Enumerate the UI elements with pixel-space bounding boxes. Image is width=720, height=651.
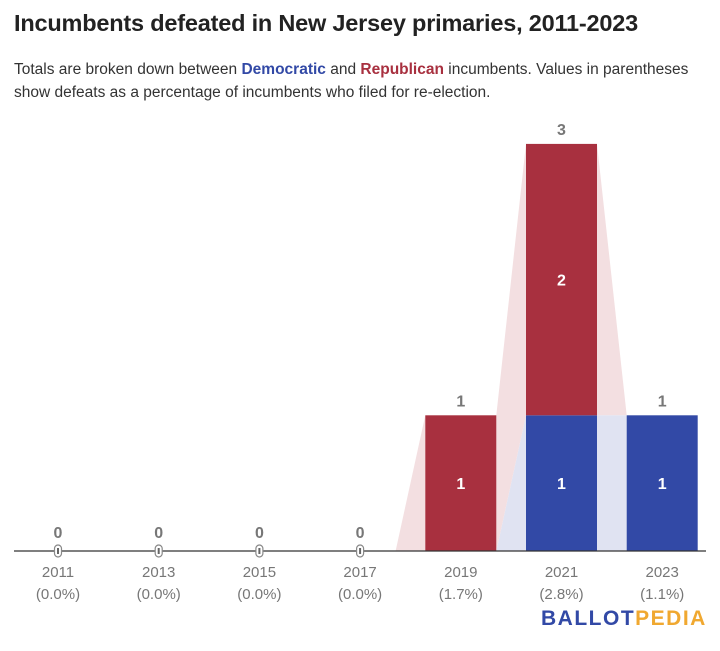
zero-marker-dot (157, 548, 160, 554)
total-label: 0 (154, 525, 163, 542)
total-label: 0 (54, 525, 63, 542)
subtitle-text: incumbents. Values in parentheses show d… (14, 61, 689, 101)
chart-title: Incumbents defeated in New Jersey primar… (14, 10, 639, 36)
total-label: 0 (356, 525, 365, 542)
total-label: 3 (557, 122, 566, 139)
x-tick-label: 2017 (343, 564, 376, 581)
bar-republican-2021 (526, 143, 597, 416)
x-tick-sublabel: (1.7%) (439, 586, 483, 603)
connector-area-republican (597, 143, 627, 416)
x-tick-label: 2019 (444, 564, 477, 581)
x-tick-label: 2015 (243, 564, 276, 581)
bar-value-label: 2 (557, 273, 566, 290)
x-tick-label: 2021 (545, 564, 578, 581)
legend-republican: Republican (360, 61, 444, 78)
x-tick-sublabel: (1.1%) (640, 586, 684, 603)
bar-value-label: 1 (456, 476, 465, 493)
logo-part: PEDIA (635, 607, 707, 630)
subtitle-text: and (325, 61, 361, 78)
x-tick-sublabel: (2.8%) (539, 586, 583, 603)
zero-marker-dot (359, 548, 362, 554)
x-tick-sublabel: (0.0%) (36, 586, 80, 603)
x-tick-label: 2013 (142, 564, 175, 581)
bar-value-label: 1 (557, 476, 566, 493)
chart-subtitle: Totals are broken down between Democrati… (14, 58, 704, 104)
connector-area-democratic (597, 415, 627, 551)
ballotpedia-logo: BALLOTPEDIA (541, 607, 707, 631)
connector-area-republican (496, 143, 526, 551)
legend-democratic: Democratic (241, 61, 326, 78)
subtitle-text: Totals are broken down between (14, 61, 242, 78)
x-tick-sublabel: (0.0%) (338, 586, 382, 603)
bar-democratic-2023 (626, 415, 698, 551)
logo-part: BALLOT (541, 607, 636, 630)
x-tick-sublabel: (0.0%) (137, 586, 181, 603)
x-tick-label: 2011 (42, 564, 74, 581)
bar-value-label: 1 (658, 476, 667, 493)
total-label: 1 (658, 393, 667, 410)
x-tick-label: 2023 (646, 564, 679, 581)
x-tick-sublabel: (0.0%) (237, 586, 281, 603)
bar-republican-2019 (425, 415, 497, 551)
total-label: 0 (255, 525, 264, 542)
bar-democratic-2021 (526, 415, 597, 551)
total-label: 1 (456, 393, 465, 410)
connector-area-republican (395, 415, 426, 551)
zero-marker-dot (57, 548, 59, 554)
zero-marker-dot (258, 548, 261, 554)
